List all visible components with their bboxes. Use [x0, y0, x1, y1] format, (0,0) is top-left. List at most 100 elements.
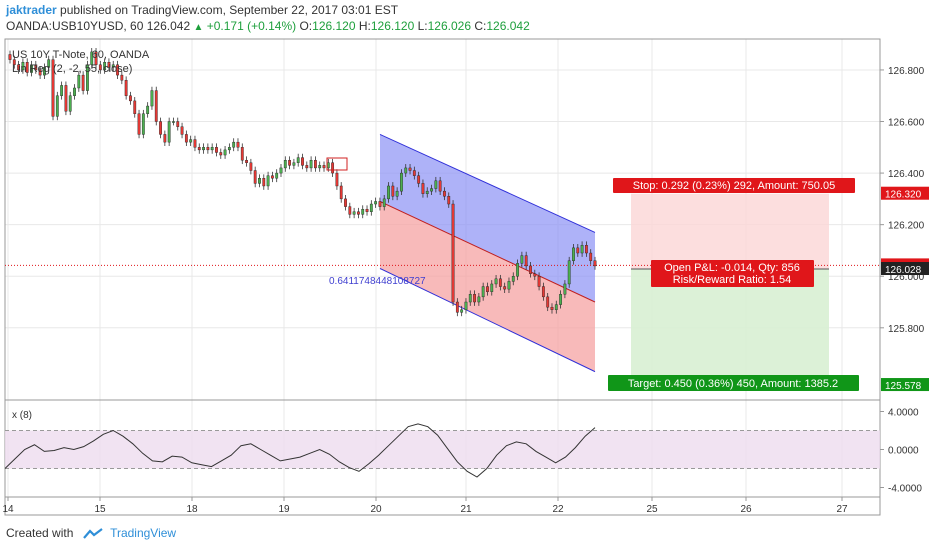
- price-tick-label: 126.400: [888, 169, 925, 180]
- candle-body: [468, 294, 472, 303]
- published-text: published on TradingView.com, September …: [60, 3, 399, 17]
- candle-body: [270, 175, 274, 179]
- candle-body: [249, 162, 253, 171]
- candle-body: [430, 188, 433, 192]
- candle-body: [184, 134, 188, 143]
- candle-body: [223, 149, 227, 156]
- candle-body: [301, 157, 304, 166]
- time-tick-label: 19: [278, 504, 290, 515]
- price-tick-label: 126.800: [888, 66, 925, 77]
- candle-body: [180, 126, 184, 135]
- candle-body: [86, 64, 89, 91]
- author-name[interactable]: jaktrader: [6, 3, 57, 17]
- candle-body: [498, 278, 502, 287]
- candle-body: [520, 255, 524, 264]
- candle-body: [107, 62, 111, 68]
- candle-body: [68, 95, 72, 112]
- candle-body: [494, 278, 498, 285]
- change-value: +0.171 (+0.14%): [206, 19, 297, 33]
- candle-body: [202, 147, 205, 151]
- candle-body: [576, 247, 580, 254]
- candle-body: [318, 165, 322, 169]
- candle-body: [189, 139, 193, 143]
- open-label: O:: [299, 19, 313, 33]
- low-label: L:: [417, 19, 428, 33]
- time-tick-label: 25: [646, 504, 658, 515]
- candle-body: [584, 245, 588, 254]
- pnl-label-box: [651, 260, 814, 287]
- candle-body: [38, 69, 42, 76]
- candle-body: [408, 167, 412, 171]
- brand-name[interactable]: TradingView: [110, 526, 177, 540]
- stop-zone: [631, 193, 829, 270]
- candle-body: [98, 64, 102, 71]
- candle-body: [503, 286, 507, 290]
- candle-body: [12, 59, 16, 65]
- created-with-text: Created with: [6, 526, 74, 540]
- publish-header: jaktrader published on TradingView.com, …: [6, 3, 398, 17]
- candle-body: [481, 286, 485, 298]
- rr-label: Risk/Reward Ratio: 1.54: [673, 274, 792, 286]
- candle-body: [81, 74, 85, 91]
- candle-body: [305, 165, 309, 169]
- candle-body: [240, 147, 244, 161]
- candle-body: [129, 95, 132, 102]
- candle-body: [210, 147, 214, 151]
- candle-body: [524, 255, 528, 267]
- candle-body: [572, 247, 575, 261]
- target-zone: [631, 269, 829, 386]
- channel-upper-line: [379, 133, 596, 233]
- up-triangle-icon: ▲: [193, 22, 204, 33]
- candle-body: [511, 276, 515, 282]
- candle-body: [25, 62, 29, 73]
- candle-body: [55, 95, 59, 117]
- low-value: 126.026: [427, 19, 472, 33]
- candle-body: [443, 190, 446, 197]
- candle-body: [266, 175, 270, 187]
- candle-body: [339, 185, 343, 200]
- candle-body: [529, 265, 532, 274]
- candle-body: [516, 263, 519, 277]
- pnl-label: Open P&L: -0.014, Qty: 856: [664, 262, 800, 274]
- candle-body: [451, 203, 455, 303]
- candle-body: [262, 178, 266, 187]
- candle-body: [64, 85, 68, 112]
- price-tag-box: [881, 378, 929, 392]
- candle-body: [404, 167, 408, 174]
- candle-body: [486, 286, 489, 292]
- candle-body: [90, 51, 94, 65]
- candle-body: [197, 147, 201, 151]
- candle-body: [314, 159, 317, 169]
- candle-body: [206, 147, 210, 151]
- price-tag: 126.028: [885, 265, 922, 276]
- candle-body: [438, 180, 442, 192]
- candle-body: [331, 162, 335, 174]
- candle-body: [258, 178, 261, 184]
- oscillator-legend: x (8): [12, 410, 32, 421]
- candle-body: [167, 121, 171, 143]
- price-chart[interactable]: 0.6411748448108727 126.800 126.600 126.400…: [0, 0, 932, 520]
- candle-body: [288, 159, 291, 166]
- stop-label-box: [613, 178, 855, 193]
- regression-value-label: 0.6411748448108727: [329, 276, 426, 287]
- candle-body: [322, 165, 326, 169]
- candle-body: [455, 301, 459, 313]
- candle-body: [124, 80, 128, 96]
- price-tag: 125.578: [885, 381, 922, 392]
- symbol-header: OANDA:USB10YUSD, 60 126.042 ▲ +0.171 (+0…: [6, 19, 530, 33]
- tradingview-logo-icon: [82, 527, 103, 539]
- candle-body: [163, 134, 167, 143]
- candle-body: [296, 157, 300, 163]
- candle-body: [111, 64, 115, 68]
- candle-body: [77, 74, 81, 89]
- candle-body: [141, 113, 145, 135]
- candle-body: [464, 301, 468, 310]
- candle-body: [275, 172, 279, 179]
- candle-body: [425, 190, 429, 194]
- candle-body: [589, 252, 593, 261]
- candle-body: [94, 51, 98, 65]
- candle-body: [146, 105, 150, 114]
- close-label: C:: [474, 19, 487, 33]
- candle-body: [245, 159, 248, 163]
- candle-body: [34, 64, 38, 71]
